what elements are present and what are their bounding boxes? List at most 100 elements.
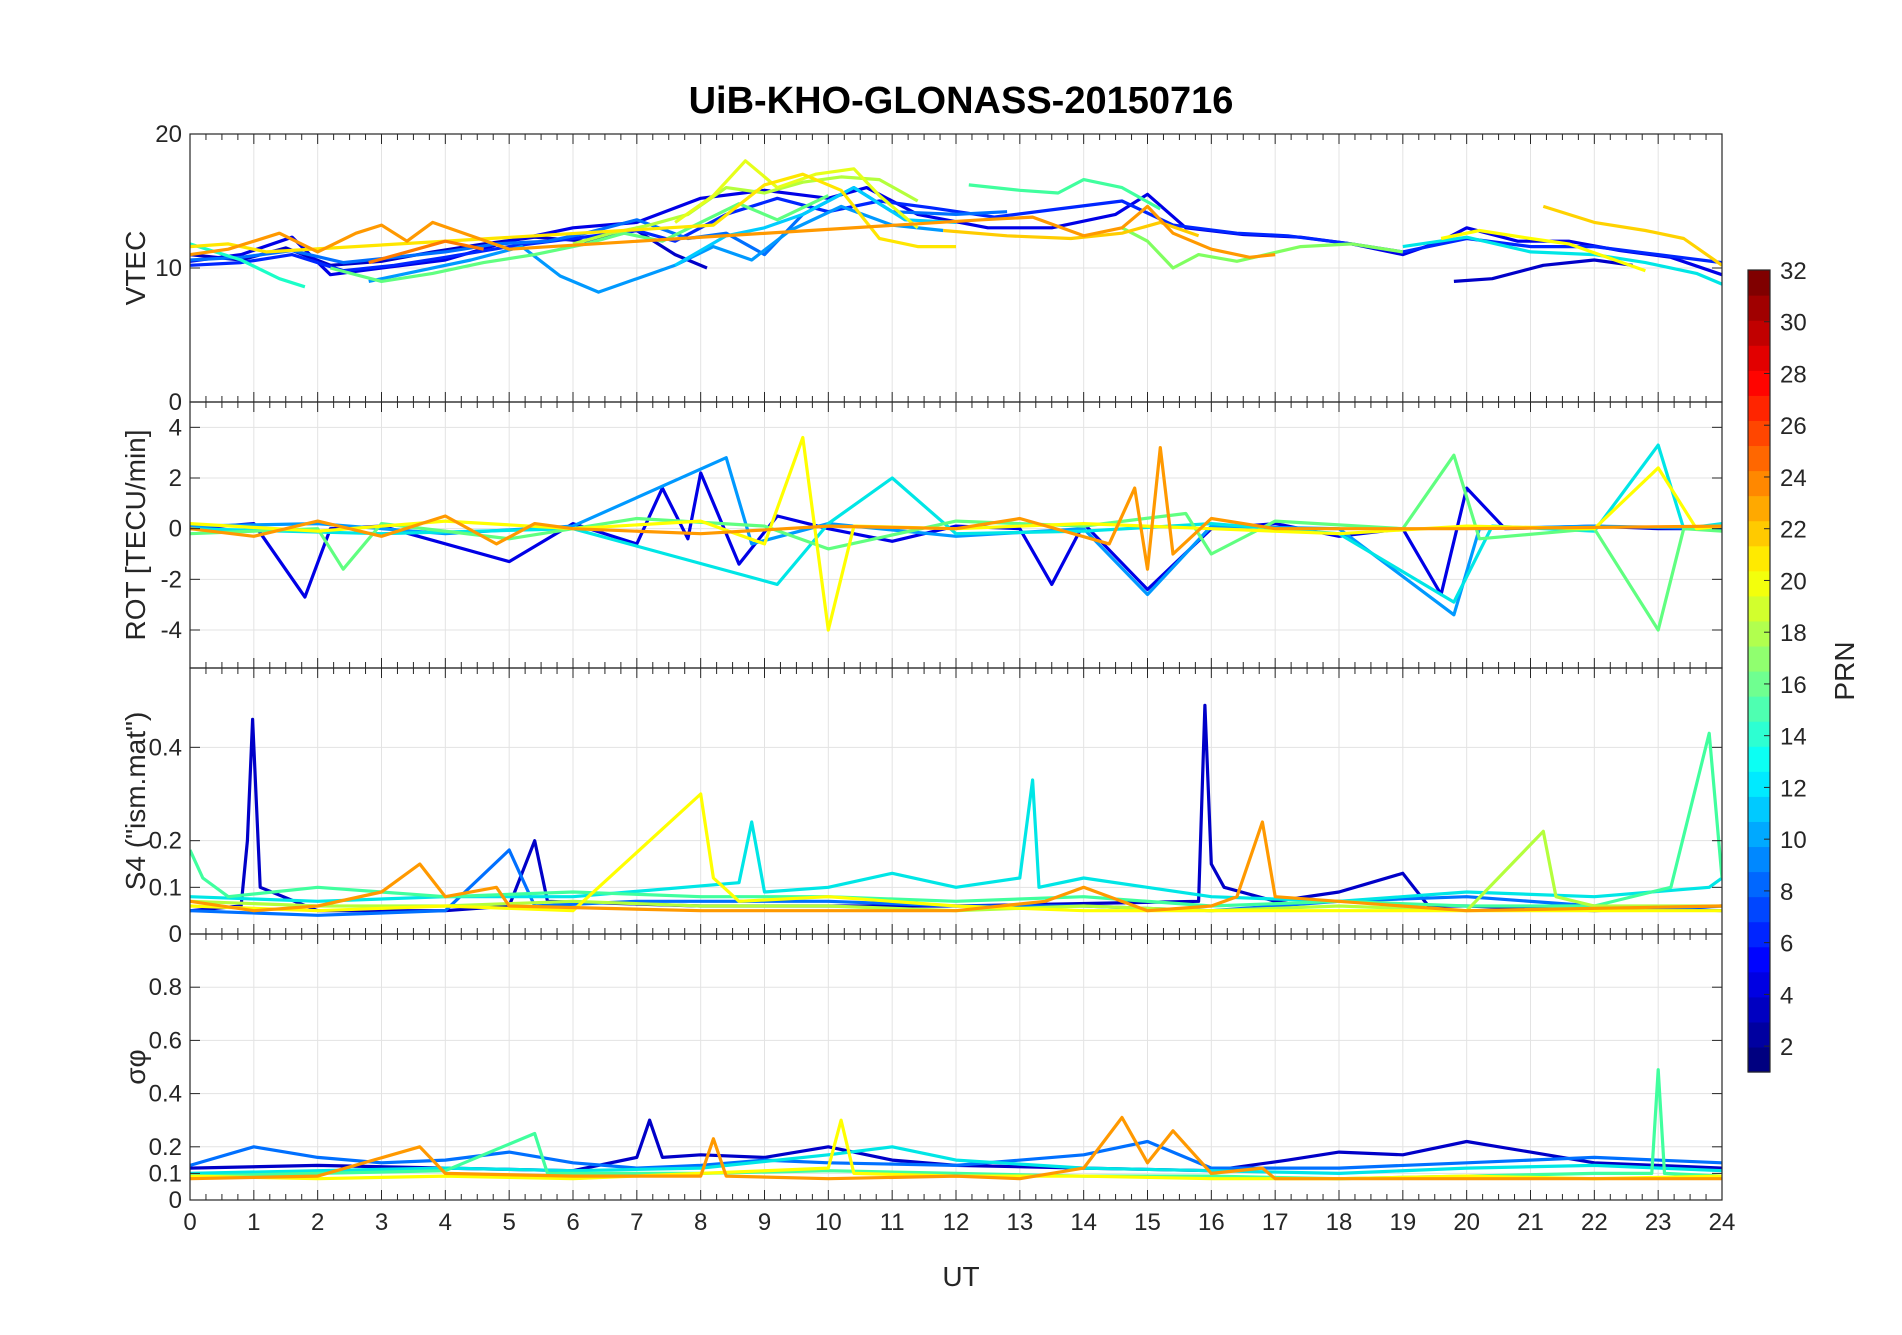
colorbar-tick-label: 32 — [1780, 258, 1807, 285]
colorbar-segment — [1748, 395, 1770, 421]
colorbar-segment — [1748, 570, 1770, 597]
colorbar-tick-label: 28 — [1780, 361, 1807, 388]
y-tick-label: 0.2 — [149, 828, 182, 855]
series-line-prn-19 — [674, 159, 919, 230]
x-tick-label: 0 — [183, 1209, 196, 1236]
colorbar-segment — [1748, 620, 1770, 647]
series-line-prn-25 — [368, 239, 484, 265]
y-axis-label-s4: S4 ("ism.mat") — [120, 712, 151, 891]
y-tick-label: -2 — [161, 566, 182, 593]
x-tick-label: 23 — [1645, 1209, 1672, 1236]
x-tick-label: 8 — [694, 1209, 707, 1236]
colorbar-tick-label: 10 — [1780, 827, 1807, 854]
colorbar-segment — [1748, 520, 1770, 547]
x-axis-label: UT — [942, 1261, 979, 1292]
x-tick-label: 7 — [630, 1209, 643, 1236]
y-tick-label: 20 — [155, 121, 182, 148]
colorbar-segment — [1748, 345, 1770, 371]
x-tick-label: 9 — [758, 1209, 771, 1236]
colorbar-tick-label: 8 — [1780, 879, 1793, 906]
colorbar-segment — [1748, 495, 1770, 522]
series-line-prn-8 — [190, 848, 1722, 917]
series-line-prn-24 — [190, 204, 1276, 259]
colorbar-segment — [1748, 270, 1770, 296]
y-axis-label-vtec: VTEC — [120, 231, 151, 306]
x-tick-label: 13 — [1006, 1209, 1033, 1236]
colorbar-tick-label: 30 — [1780, 310, 1807, 337]
series-line-prn-15 — [968, 178, 1162, 211]
colorbar-tick-label: 24 — [1780, 465, 1807, 492]
panel-rot: -4 -2 0 2 4 ROT [TECU/min] — [120, 401, 1723, 669]
y-tick-label: 0 — [169, 921, 182, 948]
x-tick-label: 18 — [1326, 1209, 1353, 1236]
series-line-prn-16 — [329, 194, 829, 283]
colorbar-segment — [1748, 370, 1770, 396]
colorbar-segment — [1748, 796, 1770, 822]
colorbar-segment — [1748, 946, 1770, 973]
series-line-prn-13 — [190, 1145, 1722, 1176]
x-tick-label: 11 — [880, 1209, 905, 1236]
series-group — [190, 435, 1722, 632]
series-line-prn-2 — [190, 1118, 1722, 1173]
colorbar-tick-label: 12 — [1780, 775, 1807, 802]
x-tick-label: 16 — [1198, 1209, 1225, 1236]
chart-title: UiB-KHO-GLONASS-20150716 — [689, 80, 1234, 122]
colorbar-segment — [1748, 671, 1770, 697]
x-tick-label: 24 — [1709, 1209, 1736, 1236]
series-line-prn-21 — [190, 172, 956, 254]
series-line-prn-20 — [190, 1118, 1722, 1181]
series-line-prn-13 — [1402, 235, 1722, 286]
series-line-prn-24 — [190, 446, 1722, 571]
colorbar-tick-label: 4 — [1780, 982, 1793, 1009]
series-line-prn-23 — [1542, 204, 1722, 267]
colorbar-segment — [1748, 645, 1770, 672]
colorbar-tick-label: 20 — [1780, 568, 1807, 595]
series-line-prn-9 — [368, 204, 944, 294]
x-tick-label: 21 — [1517, 1209, 1544, 1236]
x-tick-label: 1 — [247, 1209, 260, 1236]
y-tick-label: 0 — [169, 516, 182, 543]
y-tick-label: -4 — [161, 617, 182, 644]
colorbar-segment — [1748, 545, 1770, 572]
colorbar-segment — [1748, 470, 1770, 497]
colorbar-segment — [1748, 445, 1770, 472]
panel-s4: 0 0.1 0.2 0.4S4 ("ism.mat") — [120, 667, 1723, 948]
x-tick-label: 3 — [375, 1209, 388, 1236]
colorbar-tick-label: 14 — [1780, 724, 1807, 751]
colorbar-tick-label: 16 — [1780, 672, 1807, 699]
colorbar-segment — [1748, 721, 1770, 747]
colorbar-segment — [1748, 595, 1770, 622]
y-tick-label: 0.8 — [149, 974, 182, 1001]
colorbar-segment — [1748, 320, 1770, 346]
x-tick-label: 17 — [1262, 1209, 1289, 1236]
y-tick-label: 0.2 — [149, 1134, 182, 1161]
colorbar-tick-label: 22 — [1780, 517, 1807, 544]
series-line-prn-5 — [190, 196, 1722, 273]
colorbar-label: PRN — [1829, 641, 1860, 700]
colorbar-segment — [1748, 771, 1770, 797]
x-tick-label: 19 — [1389, 1209, 1416, 1236]
colorbar-tick-label: 18 — [1780, 620, 1807, 647]
colorbar-segment — [1748, 846, 1770, 873]
series-line-prn-18 — [190, 829, 1722, 913]
x-tick-label: 2 — [311, 1209, 324, 1236]
series-line-prn-16 — [190, 453, 1722, 632]
y-axis-label-rot: ROT [TECU/min] — [120, 429, 151, 640]
series-line-prn-17 — [1121, 226, 1404, 270]
x-tick-label: 12 — [943, 1209, 970, 1236]
colorbar-tick-label: 26 — [1780, 413, 1807, 440]
series-line-prn-15 — [190, 731, 1722, 908]
colorbar-segment — [1748, 921, 1770, 948]
colorbar-segment — [1748, 871, 1770, 898]
x-tick-label: 4 — [439, 1209, 452, 1236]
colorbar-segment — [1748, 896, 1770, 923]
series-line-prn-4 — [1453, 258, 1633, 283]
y-tick-label: 4 — [169, 414, 182, 441]
series-group — [190, 703, 1722, 917]
y-tick-label: 0.6 — [149, 1027, 182, 1054]
colorbar-segment — [1748, 295, 1770, 321]
